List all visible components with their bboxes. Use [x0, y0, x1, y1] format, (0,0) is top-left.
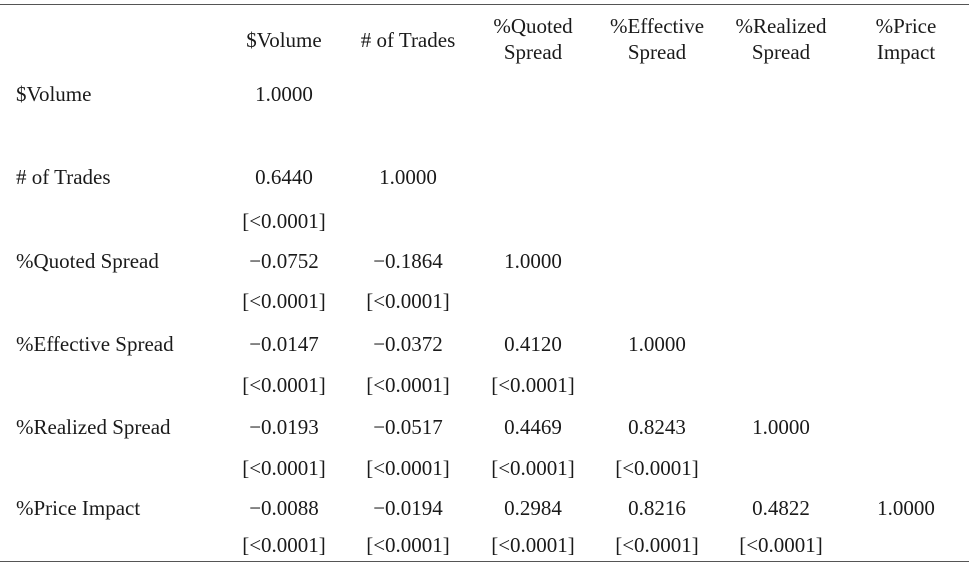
table-cell: 1.0000	[379, 165, 437, 189]
table-cell: −0.0372	[373, 332, 443, 356]
column-header-line: %Price	[875, 14, 937, 38]
table-cell: 1.0000	[255, 82, 313, 106]
row-label-trades: # of Trades	[16, 165, 111, 189]
column-header-line: %Quoted	[493, 14, 573, 38]
column-header-quoted-spread: %Quoted Spread	[473, 13, 593, 65]
column-header-line: # of Trades	[360, 28, 456, 52]
table-cell: −0.1864	[373, 249, 443, 273]
table-cell: 0.8216	[628, 496, 686, 520]
p-value-cell: [<0.0001]	[242, 209, 326, 233]
column-header-line: $Volume	[246, 28, 322, 52]
column-header-line: %Realized	[735, 14, 827, 38]
column-header-line: Spread	[751, 40, 811, 64]
column-header-line: Spread	[503, 40, 563, 64]
column-header-trades: # of Trades	[348, 27, 468, 53]
table-cell: −0.0147	[249, 332, 319, 356]
column-header-line: Impact	[876, 40, 936, 64]
column-header-volume: $Volume	[224, 27, 344, 53]
column-header-effective-spread: %Effective Spread	[597, 13, 717, 65]
p-value-cell: [<0.0001]	[615, 456, 699, 480]
table-cell: 1.0000	[752, 415, 810, 439]
table-cell: 0.6440	[255, 165, 313, 189]
p-value-cell: [<0.0001]	[242, 456, 326, 480]
table-cell: −0.0193	[249, 415, 319, 439]
table-cell: −0.0517	[373, 415, 443, 439]
table-cell: 0.8243	[628, 415, 686, 439]
row-label-volume: $Volume	[16, 82, 92, 106]
p-value-cell: [<0.0001]	[615, 533, 699, 557]
bottom-rule	[0, 561, 969, 562]
p-value-cell: [<0.0001]	[739, 533, 823, 557]
p-value-cell: [<0.0001]	[366, 533, 450, 557]
top-rule	[0, 4, 969, 5]
table-cell: 1.0000	[877, 496, 935, 520]
p-value-cell: [<0.0001]	[491, 373, 575, 397]
p-value-cell: [<0.0001]	[242, 289, 326, 313]
column-header-realized-spread: %Realized Spread	[721, 13, 841, 65]
table-cell: −0.0752	[249, 249, 319, 273]
p-value-cell: [<0.0001]	[366, 456, 450, 480]
table-cell: 0.2984	[504, 496, 562, 520]
table-cell: 0.4120	[504, 332, 562, 356]
column-header-price-impact: %Price Impact	[846, 13, 966, 65]
column-header-line: %Effective	[609, 14, 705, 38]
table-cell: −0.0194	[373, 496, 443, 520]
p-value-cell: [<0.0001]	[242, 373, 326, 397]
p-value-cell: [<0.0001]	[366, 373, 450, 397]
p-value-cell: [<0.0001]	[491, 533, 575, 557]
table-cell: 0.4469	[504, 415, 562, 439]
table-cell: −0.0088	[249, 496, 319, 520]
table-cell: 1.0000	[504, 249, 562, 273]
p-value-cell: [<0.0001]	[491, 456, 575, 480]
row-label-quoted-spread: %Quoted Spread	[16, 249, 159, 273]
p-value-cell: [<0.0001]	[366, 289, 450, 313]
p-value-cell: [<0.0001]	[242, 533, 326, 557]
column-header-line: Spread	[627, 40, 687, 64]
row-label-price-impact: %Price Impact	[16, 496, 141, 520]
table-cell: 0.4822	[752, 496, 810, 520]
row-label-effective-spread: %Effective Spread	[16, 332, 174, 356]
table-cell: 1.0000	[628, 332, 686, 356]
row-label-realized-spread: %Realized Spread	[16, 415, 171, 439]
